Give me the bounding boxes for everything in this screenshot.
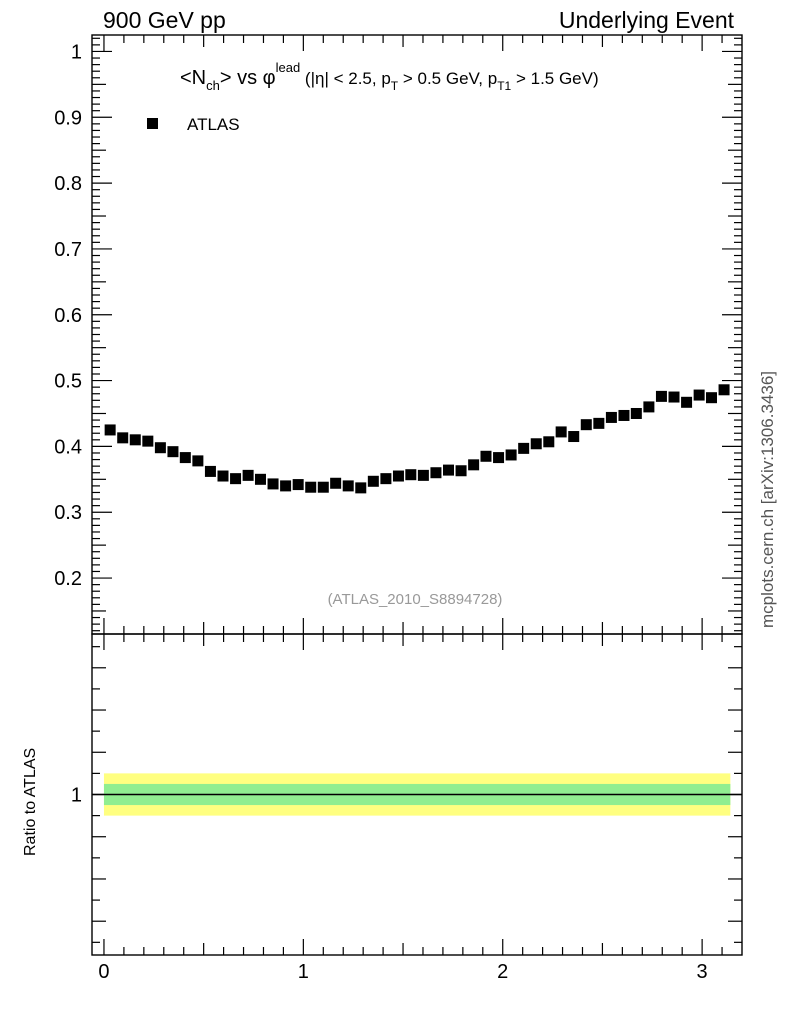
ratio-y-tick-label: 1 — [71, 785, 82, 807]
header-collision-label: 900 GeV pp — [103, 7, 226, 33]
ratio-panel-frame — [91, 633, 743, 956]
data-point — [392, 470, 404, 482]
data-point — [468, 459, 480, 471]
data-point — [681, 396, 693, 408]
data-point — [593, 417, 605, 429]
data-point — [618, 409, 630, 421]
data-point — [643, 401, 655, 413]
data-point — [430, 467, 442, 479]
main-y-tick-labels: 0.2 0.3 0.4 0.5 0.6 0.7 0.8 0.9 1 — [54, 41, 82, 590]
analysis-watermark: (ATLAS_2010_S8894728) — [328, 591, 503, 608]
data-point — [705, 392, 717, 404]
main-y-tick-label: 0.7 — [54, 239, 82, 261]
data-point — [668, 391, 680, 403]
chart-title: <Nch> vs φlead (|η| < 2.5, pT > 0.5 GeV,… — [180, 60, 599, 93]
x-tick-label: 3 — [697, 961, 708, 983]
data-point — [305, 481, 317, 493]
data-point — [204, 465, 216, 477]
data-point — [568, 431, 580, 443]
data-point — [104, 424, 116, 436]
data-point — [580, 419, 592, 431]
data-point — [630, 407, 642, 419]
legend-marker-atlas — [147, 118, 158, 129]
data-point — [605, 411, 617, 423]
data-point — [493, 452, 505, 464]
data-point — [480, 450, 492, 462]
main-y-tick-label: 1 — [71, 41, 82, 63]
main-y-tick-label: 0.3 — [54, 502, 82, 524]
data-point — [380, 473, 392, 485]
data-point — [505, 449, 517, 461]
data-point — [405, 469, 417, 481]
data-point — [167, 446, 179, 458]
data-point — [317, 481, 329, 493]
data-point — [179, 452, 191, 464]
ratio-y-axis-label: Ratio to ATLAS — [22, 747, 39, 856]
data-point — [230, 473, 242, 485]
main-y-tick-label: 0.8 — [54, 173, 82, 195]
main-y-tick-label: 0.9 — [54, 107, 82, 129]
data-point — [693, 389, 705, 401]
data-point — [417, 469, 429, 481]
data-point — [718, 384, 730, 396]
data-point — [142, 435, 154, 447]
data-point — [154, 442, 166, 454]
data-point — [518, 442, 530, 454]
main-y-tick-label: 0.2 — [54, 568, 82, 590]
main-y-tick-label: 0.6 — [54, 305, 82, 327]
data-point — [330, 477, 342, 489]
data-point — [443, 464, 455, 476]
x-tick-label: 2 — [497, 961, 508, 983]
data-point — [254, 473, 266, 485]
data-point — [342, 480, 354, 492]
data-point — [292, 479, 304, 491]
legend-label-atlas: ATLAS — [187, 115, 240, 134]
atlas-data-points — [104, 384, 730, 494]
data-point — [543, 436, 555, 448]
x-tick-labels: 0 1 2 3 — [98, 961, 707, 983]
data-point — [367, 475, 379, 487]
main-panel-ticks — [92, 35, 742, 634]
data-point — [129, 434, 141, 446]
header-analysis-label: Underlying Event — [558, 7, 734, 33]
data-point — [117, 432, 129, 444]
data-point — [192, 455, 204, 467]
data-point — [455, 465, 467, 477]
data-point — [242, 469, 254, 481]
main-y-tick-label: 0.4 — [54, 436, 82, 458]
data-point — [355, 482, 367, 494]
data-point — [217, 470, 229, 482]
main-y-tick-label: 0.5 — [54, 371, 82, 393]
data-point — [655, 390, 667, 402]
x-tick-label: 1 — [298, 961, 309, 983]
data-point — [530, 438, 542, 450]
source-attribution: mcplots.cern.ch [arXiv:1306.3436] — [758, 370, 777, 628]
data-point — [267, 478, 279, 490]
x-tick-label: 0 — [98, 961, 109, 983]
data-point — [280, 480, 292, 492]
data-point — [555, 426, 567, 438]
ratio-y-tick-labels: 1 — [71, 785, 82, 807]
